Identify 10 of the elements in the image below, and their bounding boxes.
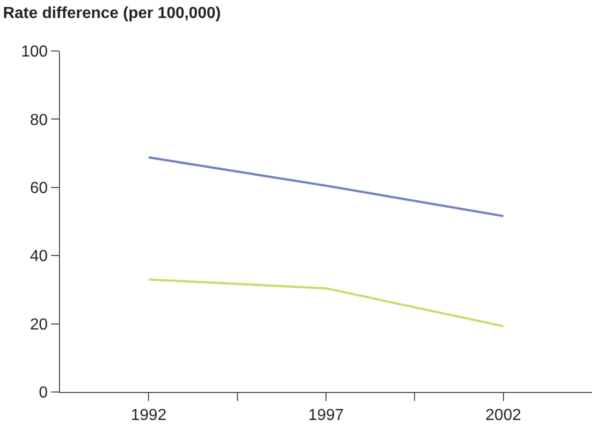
y-tick-label: 60: [30, 180, 48, 197]
x-tick-label: 2002: [486, 407, 522, 424]
chart-title: Rate difference (per 100,000): [2, 4, 221, 22]
x-tick-label: 1997: [308, 407, 344, 424]
y-tick-label: 0: [38, 384, 48, 402]
y-tick-label: 20: [30, 316, 48, 334]
y-tick-label: 80: [30, 112, 48, 129]
y-tick-label: 100: [21, 44, 48, 61]
x-tick-label: 1992: [130, 407, 167, 424]
y-tick-label: 40: [30, 248, 48, 266]
